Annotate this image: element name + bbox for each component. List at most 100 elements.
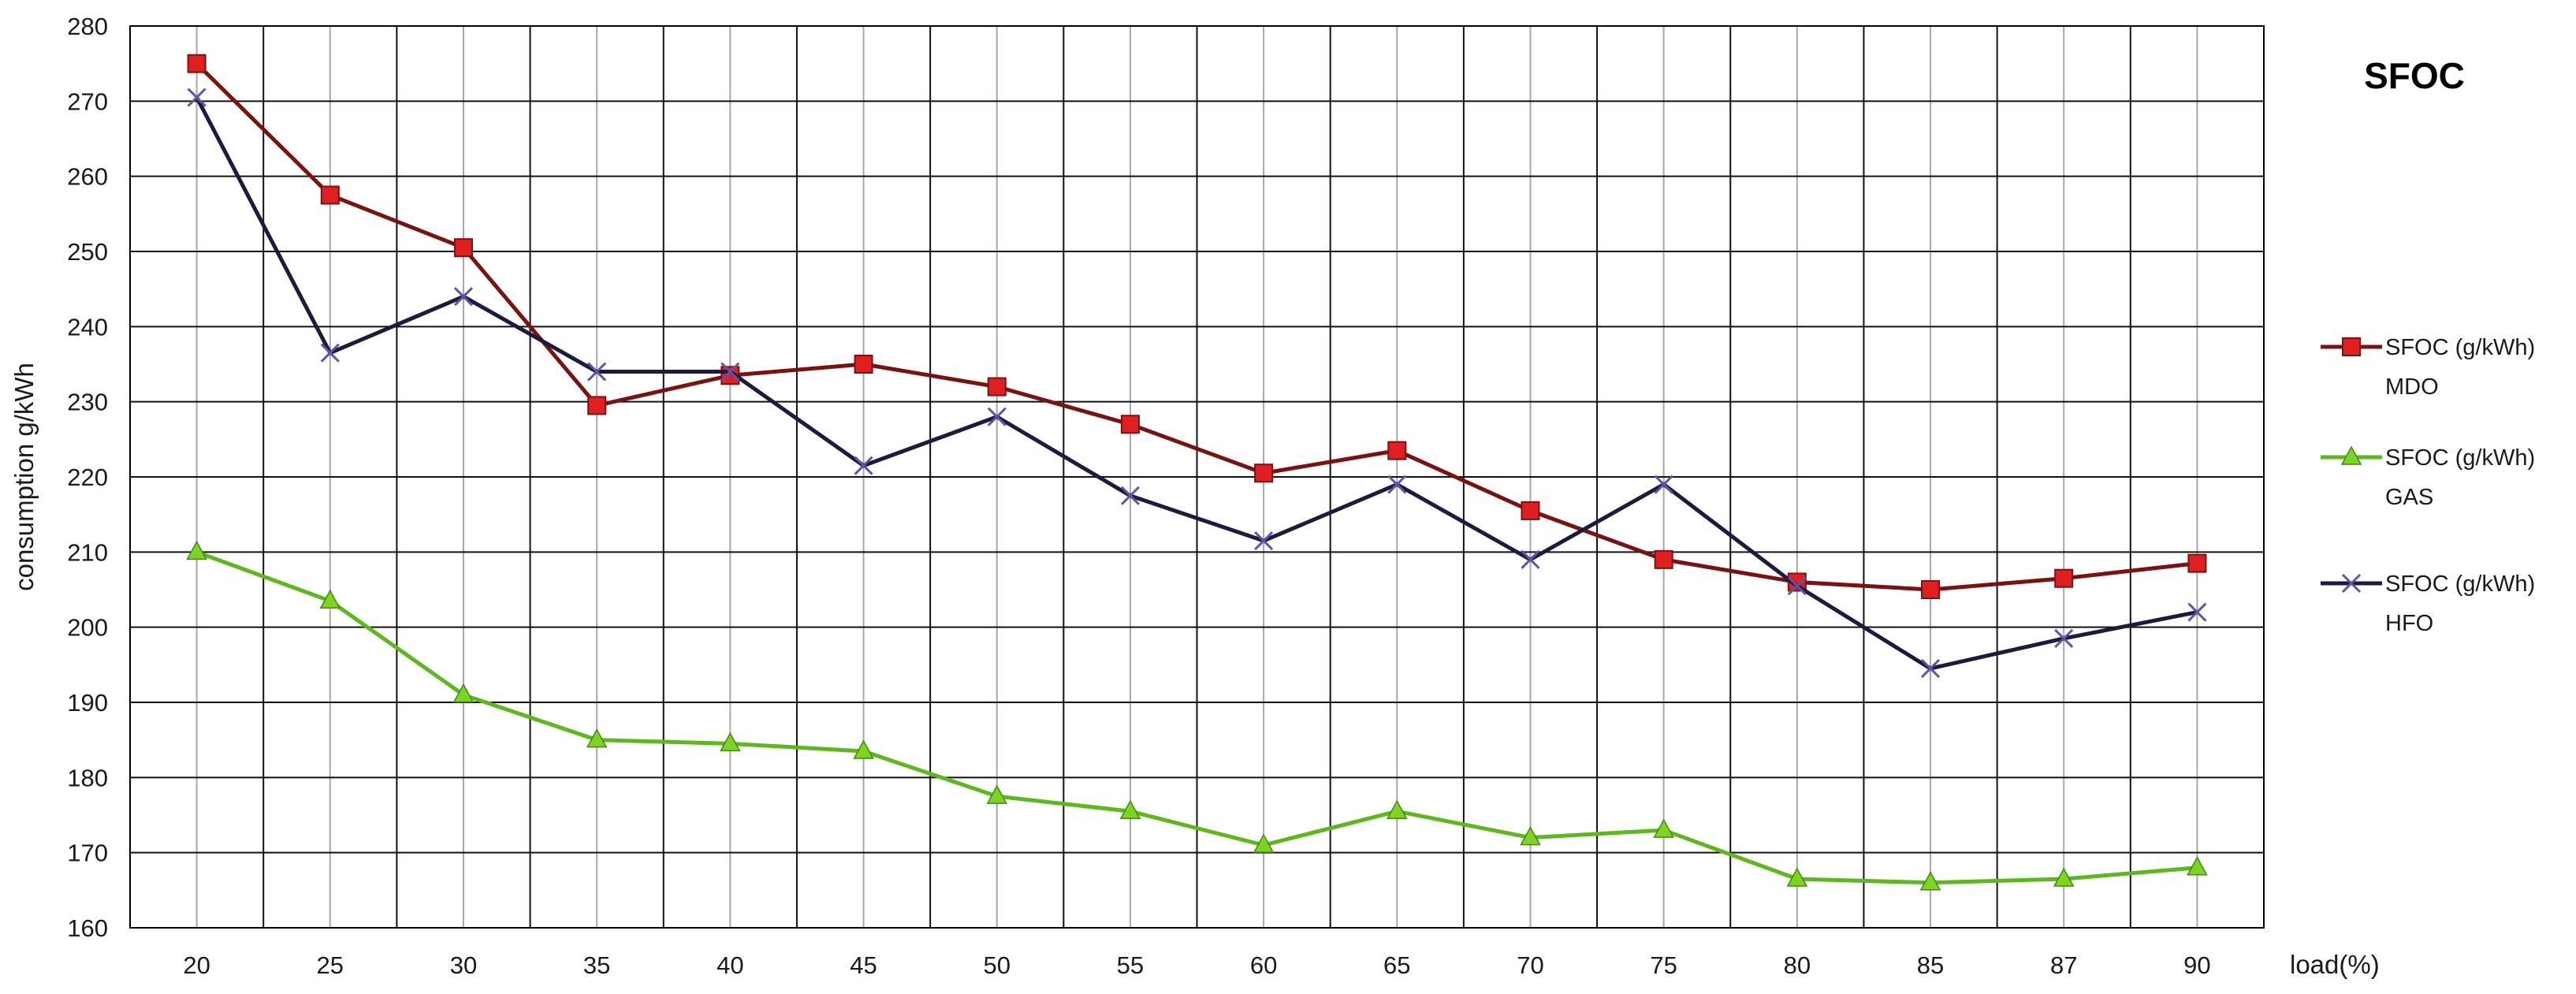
data-point-mdo [187,54,207,73]
x-tick-label: 40 [717,951,743,979]
data-point-mdo [453,238,473,258]
y-tick-label: 180 [67,764,108,791]
series-line-mdo [195,61,2198,592]
data-point-gas [1520,826,1541,846]
x-tick-label: 65 [1383,951,1410,979]
y-tick-label: 270 [67,87,108,115]
data-point-gas [186,540,207,560]
legend-label: SFOC (g/kWh) [2385,335,2535,360]
data-point-hfo [1787,576,1807,596]
legend-label-fuel: GAS [2385,485,2433,510]
y-tick-label: 250 [67,238,108,266]
grid-lines [130,25,2264,929]
data-point-gas [1119,799,1141,819]
y-tick-label: 280 [67,13,108,40]
x-tick-label: 35 [583,951,610,979]
series-line-gas [195,549,2198,885]
x-tick-label: 55 [1117,951,1144,979]
series-hfo [187,87,2207,679]
data-point-gas [586,728,608,748]
legend-item-hfo: SFOC (g/kWh) HFO [2321,571,2535,636]
data-point-mdo [320,185,340,205]
x-tick-label: 25 [317,951,344,979]
x-tick-label: 60 [1250,951,1277,979]
data-point-mdo [987,377,1007,396]
y-tick-label: 190 [67,689,108,717]
data-point-gas [2053,867,2075,887]
x-tick-label: 30 [450,951,477,979]
plot-area-border [129,25,2265,929]
data-point-mdo [854,355,873,374]
y-tick-label: 210 [67,538,108,566]
x-tick-label: 87 [2050,951,2077,979]
data-point-mdo [1254,463,1274,483]
chart-title: SFOC [2364,55,2465,96]
series-layer [186,54,2208,891]
data-point-gas [1653,818,1674,838]
x-tick-label: 20 [183,951,210,979]
x-tick-label: 90 [2183,951,2210,979]
x-tick-label: 70 [1517,951,1543,979]
x-axis-label: load(%) [2290,950,2380,979]
data-point-mdo [2054,568,2074,588]
data-point-gas [986,784,1007,804]
series-mdo [187,54,2207,599]
data-point-gas [1387,799,1408,819]
y-tick-label: 160 [67,914,108,942]
data-point-gas [452,683,475,703]
x-tick-label: 80 [1784,951,1811,979]
data-point-hfo [1654,475,1673,494]
legend-swatch-marker [2341,573,2362,594]
data-point-mdo [1120,415,1140,434]
y-tick-label: 230 [67,389,108,416]
data-point-gas [1253,833,1275,853]
legend-label-fuel: HFO [2385,611,2433,636]
y-tick-label: 240 [67,313,108,341]
x-tick-label: 85 [1917,951,1944,979]
y-tick-label: 260 [67,163,108,191]
data-point-hfo [1521,549,1540,569]
data-point-mdo [1521,501,1540,520]
data-point-hfo [1387,475,1407,494]
data-point-gas [1786,867,1808,887]
data-point-gas [720,732,741,752]
data-point-hfo [987,407,1007,426]
x-axis-tick-labels: 20 25 30 35 40 45 50 55 60 65 70 75 80 85 87 90 [183,951,2210,979]
data-point-hfo [1254,531,1274,551]
y-tick-label: 220 [67,463,108,491]
legend-label-fuel: MDO [2385,374,2439,400]
data-point-gas [2187,856,2208,876]
data-point-gas [1919,871,1941,891]
data-point-hfo [2054,628,2074,649]
data-point-mdo [2187,553,2207,573]
data-point-mdo [587,396,607,415]
legend-swatch-marker [2340,445,2362,465]
legend-label: SFOC (g/kWh) [2385,445,2535,471]
data-point-mdo [1921,580,1941,599]
data-point-hfo [587,362,607,382]
x-tick-label: 50 [983,951,1010,979]
x-tick-label: 75 [1650,951,1677,979]
data-point-hfo [720,362,740,382]
series-line-hfo [195,96,2198,671]
legend-item-gas: SFOC (g/kWh) GAS [2321,445,2535,510]
x-tick-label: 45 [850,951,877,979]
data-point-gas [319,589,341,609]
data-point-gas [853,739,874,759]
y-axis-tick-labels: 160 170 180 190 200 210 220 230 240 250 260 270 280 [67,13,108,942]
data-point-hfo [1120,486,1140,505]
legend-swatch-marker [2342,337,2361,356]
series-gas [186,540,2208,891]
data-point-hfo [453,287,474,307]
data-point-mdo [1654,549,1673,569]
data-point-hfo [187,87,207,107]
data-point-hfo [1920,659,1941,679]
legend-label: SFOC (g/kWh) [2385,571,2535,597]
y-tick-label: 200 [67,614,108,642]
data-point-hfo [320,343,340,363]
y-tick-label: 170 [67,840,108,867]
data-point-hfo [2187,602,2207,622]
data-point-hfo [854,456,873,475]
